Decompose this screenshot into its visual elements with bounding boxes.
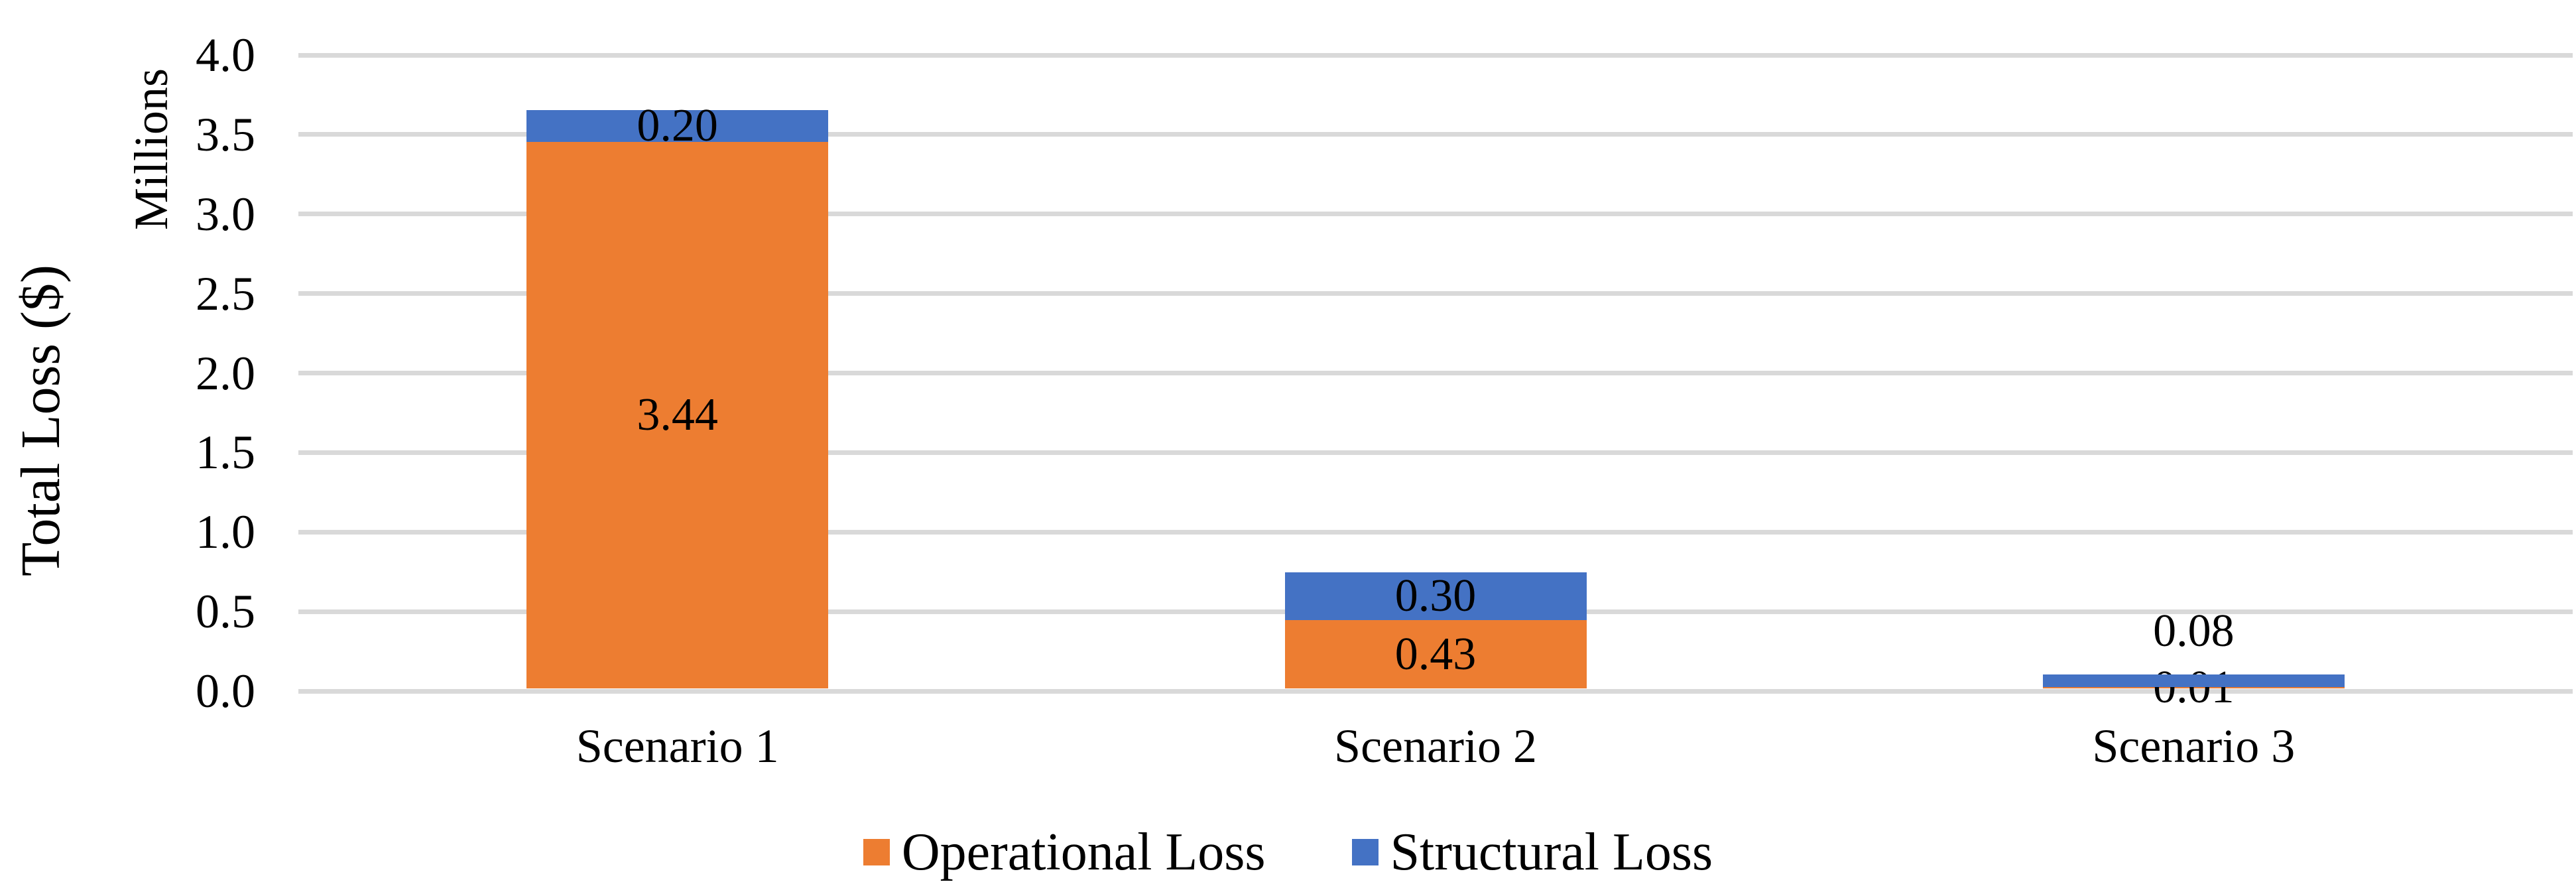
y-tick-label: 0.5 [196, 585, 255, 639]
legend-swatch [863, 839, 890, 865]
y-tick-label: 2.5 [196, 267, 255, 320]
y-tick-label: 1.5 [196, 426, 255, 479]
legend-swatch [1351, 839, 1379, 865]
category-label: Scenario 3 [2092, 720, 2296, 773]
gridline [298, 52, 2573, 58]
data-label: 0.30 [1394, 570, 1477, 622]
data-label: 0.20 [637, 99, 718, 151]
category-label: Scenario 1 [576, 720, 779, 773]
gridline [298, 529, 2573, 535]
y-tick-label: 3.0 [196, 187, 255, 241]
y-tick-label: 2.0 [196, 346, 255, 400]
x-axis-line [298, 688, 2573, 694]
y-tick-label: 3.5 [196, 107, 255, 161]
bar-segment-operational-loss [2042, 687, 2345, 689]
gridline [298, 450, 2573, 455]
gridline [298, 212, 2573, 217]
data-label: 0.43 [1394, 628, 1477, 680]
data-label: 0.01 [2153, 662, 2235, 714]
legend-item: Operational Loss [863, 826, 1266, 879]
bar-segment-structural-loss [2042, 674, 2345, 688]
data-label: 3.44 [637, 389, 718, 441]
bar-segment-structural-loss [526, 109, 829, 142]
gridline [298, 371, 2573, 375]
gridline [298, 132, 2573, 137]
legend: Operational Loss Structural Loss [0, 826, 2576, 879]
bar-segment-operational-loss [526, 141, 829, 689]
y-tick-label: 0.0 [196, 665, 255, 718]
legend-item: Structural Loss [1351, 823, 1713, 881]
bar-segment-operational-loss [1284, 620, 1587, 689]
y-tick-label: 1.0 [196, 505, 255, 559]
data-label: 0.08 [2153, 605, 2235, 657]
legend-label: Operational Loss [901, 823, 1266, 881]
bar-segment-structural-loss [1284, 572, 1587, 621]
y-tick-label: 4.0 [196, 29, 255, 82]
legend-label: Structural Loss [1390, 823, 1713, 881]
category-label: Scenario 2 [1334, 720, 1537, 773]
gridline [298, 291, 2573, 296]
